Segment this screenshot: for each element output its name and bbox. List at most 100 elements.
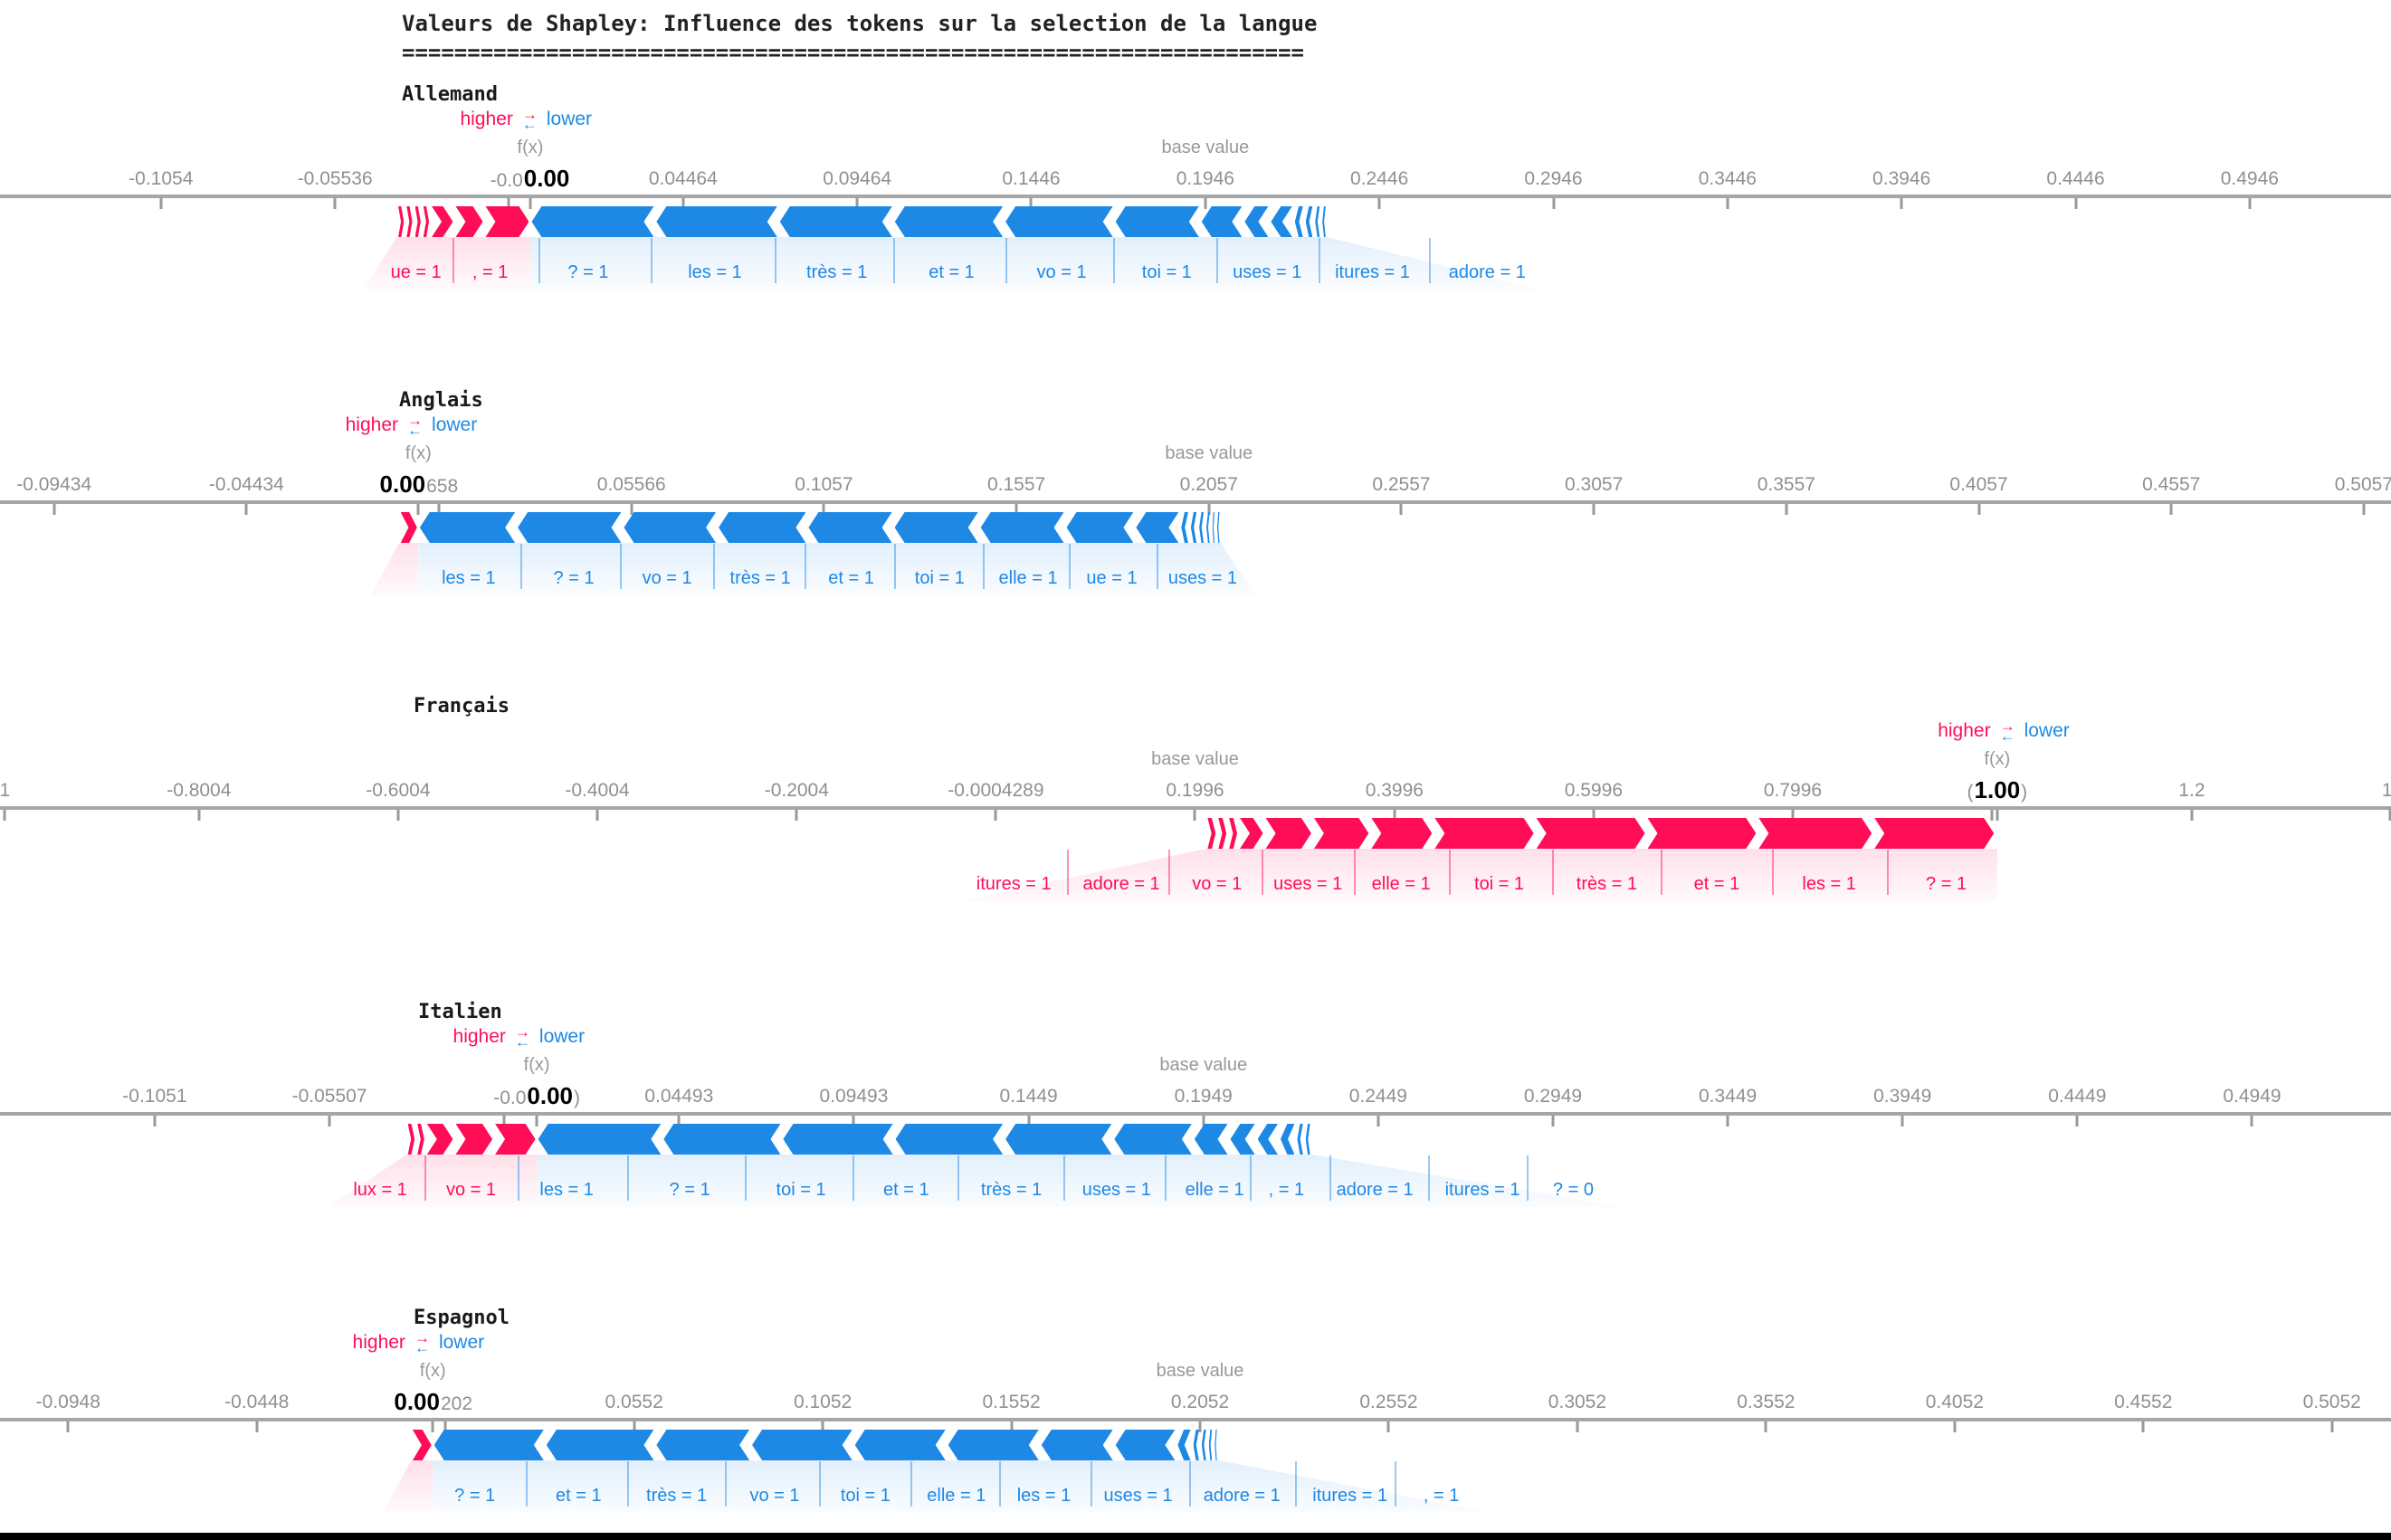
axis-tick-mark — [681, 198, 685, 209]
axis-tick-mark — [1552, 198, 1555, 209]
axis-tick-mark — [2330, 1421, 2334, 1432]
feature-label: itures = 1 — [1335, 262, 1410, 282]
fx-value-remnant-left: ( — [1967, 782, 1974, 803]
force-bar-segment-blue — [1280, 1124, 1295, 1155]
force-bar-segment-pink — [455, 206, 483, 237]
axis-tick-mark — [1015, 504, 1018, 515]
force-bar-segment-pink — [1313, 818, 1369, 849]
force-bar-segment-pink — [1218, 818, 1227, 849]
axis-tick-mark — [255, 1421, 259, 1432]
feature-label: et = 1 — [929, 262, 975, 282]
feature-label: lux = 1 — [353, 1180, 407, 1200]
arrow-right-icon: → — [521, 106, 538, 123]
feature-label-divider — [1261, 850, 1263, 895]
force-bar-segment-blue — [656, 1430, 749, 1460]
legend-lower-label: lower — [546, 109, 593, 129]
feature-label-divider — [424, 1155, 427, 1201]
axis-tick-mark — [1377, 198, 1381, 209]
chart-title: Français — [414, 695, 510, 718]
bottom-separator — [0, 1533, 2391, 1540]
feature-label-divider — [1551, 850, 1554, 895]
force-bar-segment-blue — [1215, 1430, 1217, 1460]
base-value-caption: base value — [1165, 443, 1253, 463]
feature-label-divider — [957, 1155, 960, 1201]
feature-label: et = 1 — [556, 1486, 602, 1506]
fx-tick-mark — [1996, 810, 1999, 821]
feature-label-divider — [894, 544, 897, 589]
higher-lower-legend: higher → ← lower — [460, 106, 593, 133]
force-bar-segment-blue — [1181, 512, 1188, 543]
axis-tick-label: 0.1557 — [986, 474, 1046, 495]
feature-label: adore = 1 — [1203, 1486, 1281, 1506]
axis-tick-mark — [197, 810, 201, 821]
arrow-right-icon: → — [407, 412, 424, 429]
base-value-caption: base value — [1161, 138, 1250, 157]
fx-value-remnant-right: 202 — [440, 1393, 473, 1414]
arrow-right-icon: → — [414, 1329, 430, 1346]
axis-tick-mark — [1029, 198, 1033, 209]
feature-label: les = 1 — [1802, 874, 1856, 894]
axis-tick-mark — [2075, 1116, 2079, 1126]
feature-label-divider — [1113, 238, 1116, 283]
feature-label-divider — [452, 238, 454, 283]
axis-tick-mark — [795, 810, 798, 821]
force-bar-segment-blue — [1005, 1124, 1112, 1155]
feature-label: elle = 1 — [1371, 874, 1431, 894]
force-plot-allemand: Allemand higher → ← lower f(x) base value -0.10… — [0, 83, 2391, 391]
axis-tick-label: 0.2052 — [1170, 1392, 1230, 1412]
feature-label-divider — [1167, 850, 1170, 895]
feature-label: très = 1 — [646, 1486, 708, 1506]
feature-label-divider — [650, 238, 653, 283]
force-bar-segment-blue — [1271, 206, 1292, 237]
feature-label: vo = 1 — [445, 1180, 496, 1200]
fx-value: (1.00) — [1967, 776, 2028, 804]
force-bar-segment-blue — [1005, 206, 1113, 237]
axis-tick-mark — [1785, 504, 1788, 515]
axis-line — [0, 1418, 2391, 1421]
feature-label-divider — [1156, 544, 1158, 589]
axis-tick-label: 0.3052 — [1548, 1392, 1607, 1412]
feature-label: très = 1 — [729, 568, 791, 588]
feature-label-divider — [1449, 850, 1452, 895]
axis-tick-mark — [2074, 198, 2078, 209]
axis-tick-label: 0.4552 — [2114, 1392, 2173, 1412]
axis-tick-mark — [822, 504, 825, 515]
feature-label-divider — [1319, 238, 1321, 283]
force-bar-segment-blue — [779, 206, 892, 237]
axis-tick-label: -0.2004 — [764, 780, 829, 801]
force-bar-segment-pink — [1229, 818, 1237, 849]
force-bar-segment-blue — [1305, 1124, 1310, 1155]
axis-tick-mark — [153, 1116, 157, 1126]
feature-label-divider — [519, 544, 522, 589]
force-bar-segment-pink — [423, 206, 430, 237]
axis-tick-label: -0.4004 — [565, 780, 630, 801]
force-bar-segment-blue — [538, 1124, 662, 1155]
force-bar-segment-blue — [1115, 206, 1199, 237]
axis-tick-mark — [1393, 810, 1396, 821]
axis-tick-label: -0.6004 — [366, 780, 431, 801]
feature-label: ? = 1 — [454, 1486, 496, 1506]
axis-tick-mark — [2248, 198, 2252, 209]
legend-higher-label: higher — [345, 414, 399, 435]
legend-higher-label: higher — [460, 109, 513, 129]
fx-value: 0.00 202 — [393, 1388, 472, 1416]
axis-tick-mark — [1900, 1116, 1904, 1126]
axis-tick-mark — [1592, 504, 1596, 515]
feature-label-divider — [1661, 850, 1663, 895]
arrow-left-icon: ← — [521, 116, 538, 133]
feature-label: , = 1 — [1423, 1486, 1460, 1506]
force-bar-segment-blue — [854, 1430, 946, 1460]
fx-value-remnant-left: -0.0 — [493, 1088, 527, 1108]
force-bar-segment-blue — [546, 1430, 653, 1460]
force-bar-segment-pink — [417, 1124, 424, 1155]
force-bar-segment-blue — [1199, 512, 1204, 543]
feature-label: adore = 1 — [1082, 874, 1160, 894]
axis-tick-label: 0.1552 — [982, 1392, 1041, 1412]
axis-tick-label: 0.3446 — [1698, 168, 1757, 189]
feature-label: les = 1 — [539, 1180, 594, 1200]
feature-label: , = 1 — [472, 262, 509, 282]
feature-label: vo = 1 — [749, 1486, 800, 1506]
force-bar-segment-blue — [1257, 1124, 1278, 1155]
force-bar-segment-pink — [1371, 818, 1433, 849]
feature-label: itures = 1 — [1312, 1486, 1388, 1506]
